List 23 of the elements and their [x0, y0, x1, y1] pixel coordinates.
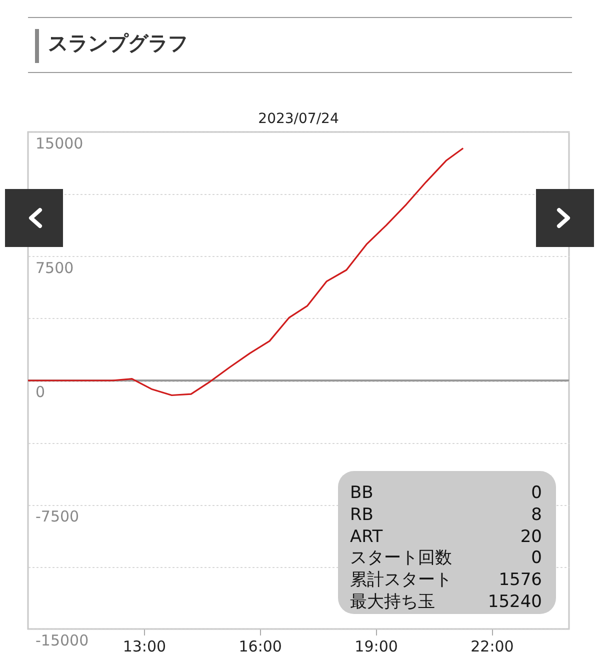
annotation: BB — [350, 483, 374, 505]
chart-title: スランプグラフ — [48, 30, 188, 57]
y-tick-label: 7500 — [36, 258, 74, 277]
y-tick-label: 15000 — [36, 134, 84, 152]
annotation: 0 — [530, 483, 542, 505]
annotation: 8 — [530, 504, 542, 527]
annotation: 累計スタート — [350, 570, 453, 592]
annotation: 0 — [530, 548, 542, 570]
chart-subtitle: 2023/07/24 — [258, 111, 339, 127]
x-tick-label: 16:00 — [238, 638, 282, 656]
annotation: スタート回数 — [350, 548, 453, 570]
annotation: 15240 — [486, 592, 542, 614]
y-tick-label: 0 — [36, 383, 46, 401]
x-tick-label: 19:00 — [354, 638, 398, 656]
annotation: 20 — [519, 526, 542, 548]
y-tick-label: -7500 — [36, 507, 80, 526]
annotation: RB — [350, 504, 374, 527]
annotation: 1576 — [498, 570, 542, 592]
y-tick-label: -15000 — [36, 632, 89, 650]
x-tick-label: 13:00 — [122, 638, 166, 656]
annotation: 最大持ち玉 — [350, 592, 436, 614]
x-tick-label: 22:00 — [470, 638, 514, 656]
annotation: ART — [350, 526, 384, 548]
